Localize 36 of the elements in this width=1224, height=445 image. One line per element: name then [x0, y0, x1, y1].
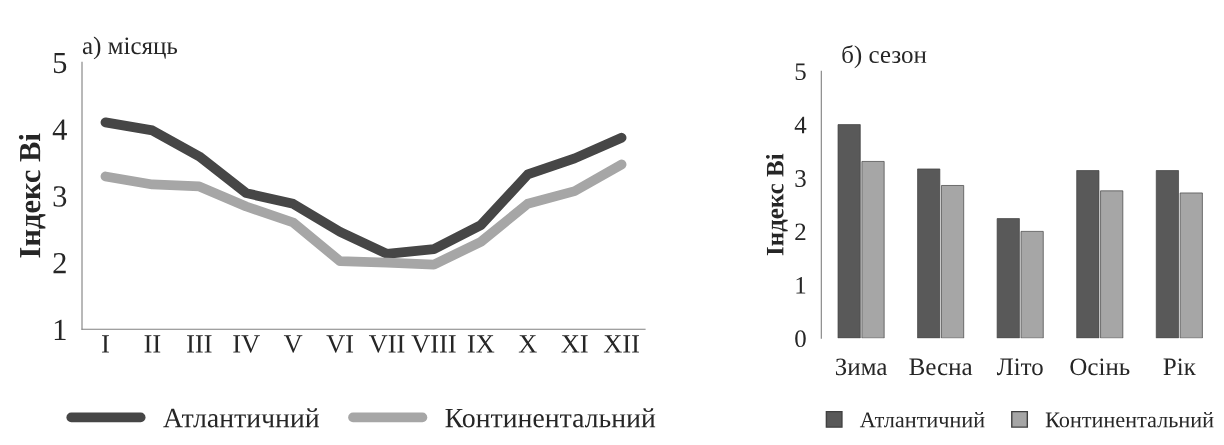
x-tick-label: IX — [467, 335, 495, 353]
y-tick-label: 1 — [796, 276, 806, 294]
y-axis-title: Індекс Ві — [765, 153, 788, 256]
y-tick-label: 4 — [794, 116, 807, 134]
y-tick-label: 2 — [53, 252, 66, 274]
legend-label: Атлантичний — [859, 411, 985, 428]
y-axis-title: Індекс Ві — [18, 133, 46, 258]
chart-title: а) місяць — [82, 36, 178, 60]
x-tick-label: VI — [326, 335, 354, 353]
x-tick-label: X — [518, 335, 537, 353]
x-tick-label: V — [283, 335, 303, 353]
legend-label: Атлантичний — [163, 408, 319, 428]
x-tick-label: VII — [368, 335, 405, 353]
legend-label: Континентальний — [1045, 411, 1214, 428]
x-tick-label: VIII — [411, 335, 456, 353]
x-tick-label: Весна — [909, 358, 973, 376]
y-tick-label: 5 — [795, 63, 806, 81]
x-tick-label: II — [144, 335, 161, 353]
y-tick-label: 5 — [53, 52, 67, 74]
x-tick-label: IV — [233, 335, 260, 353]
x-tick-label: Літо — [996, 358, 1043, 376]
y-tick-label: 1 — [54, 319, 66, 340]
x-tick-label: Зима — [835, 358, 888, 376]
chart-title: б) сезон — [842, 44, 927, 69]
x-tick-label: XII — [603, 335, 639, 353]
x-tick-label: XI — [561, 335, 588, 353]
x-tick-label: III — [187, 335, 212, 353]
y-tick-label: 4 — [52, 119, 67, 140]
x-tick-label: Рік — [1163, 358, 1196, 375]
x-tick-label: Осінь — [1070, 358, 1130, 376]
y-tick-label: 0 — [795, 330, 806, 348]
y-tick-label: 3 — [53, 186, 67, 207]
y-tick-label: 2 — [795, 223, 806, 241]
y-tick-label: 3 — [795, 170, 806, 187]
legend-label: Континентальний — [445, 408, 656, 428]
x-tick-label: I — [102, 335, 109, 353]
